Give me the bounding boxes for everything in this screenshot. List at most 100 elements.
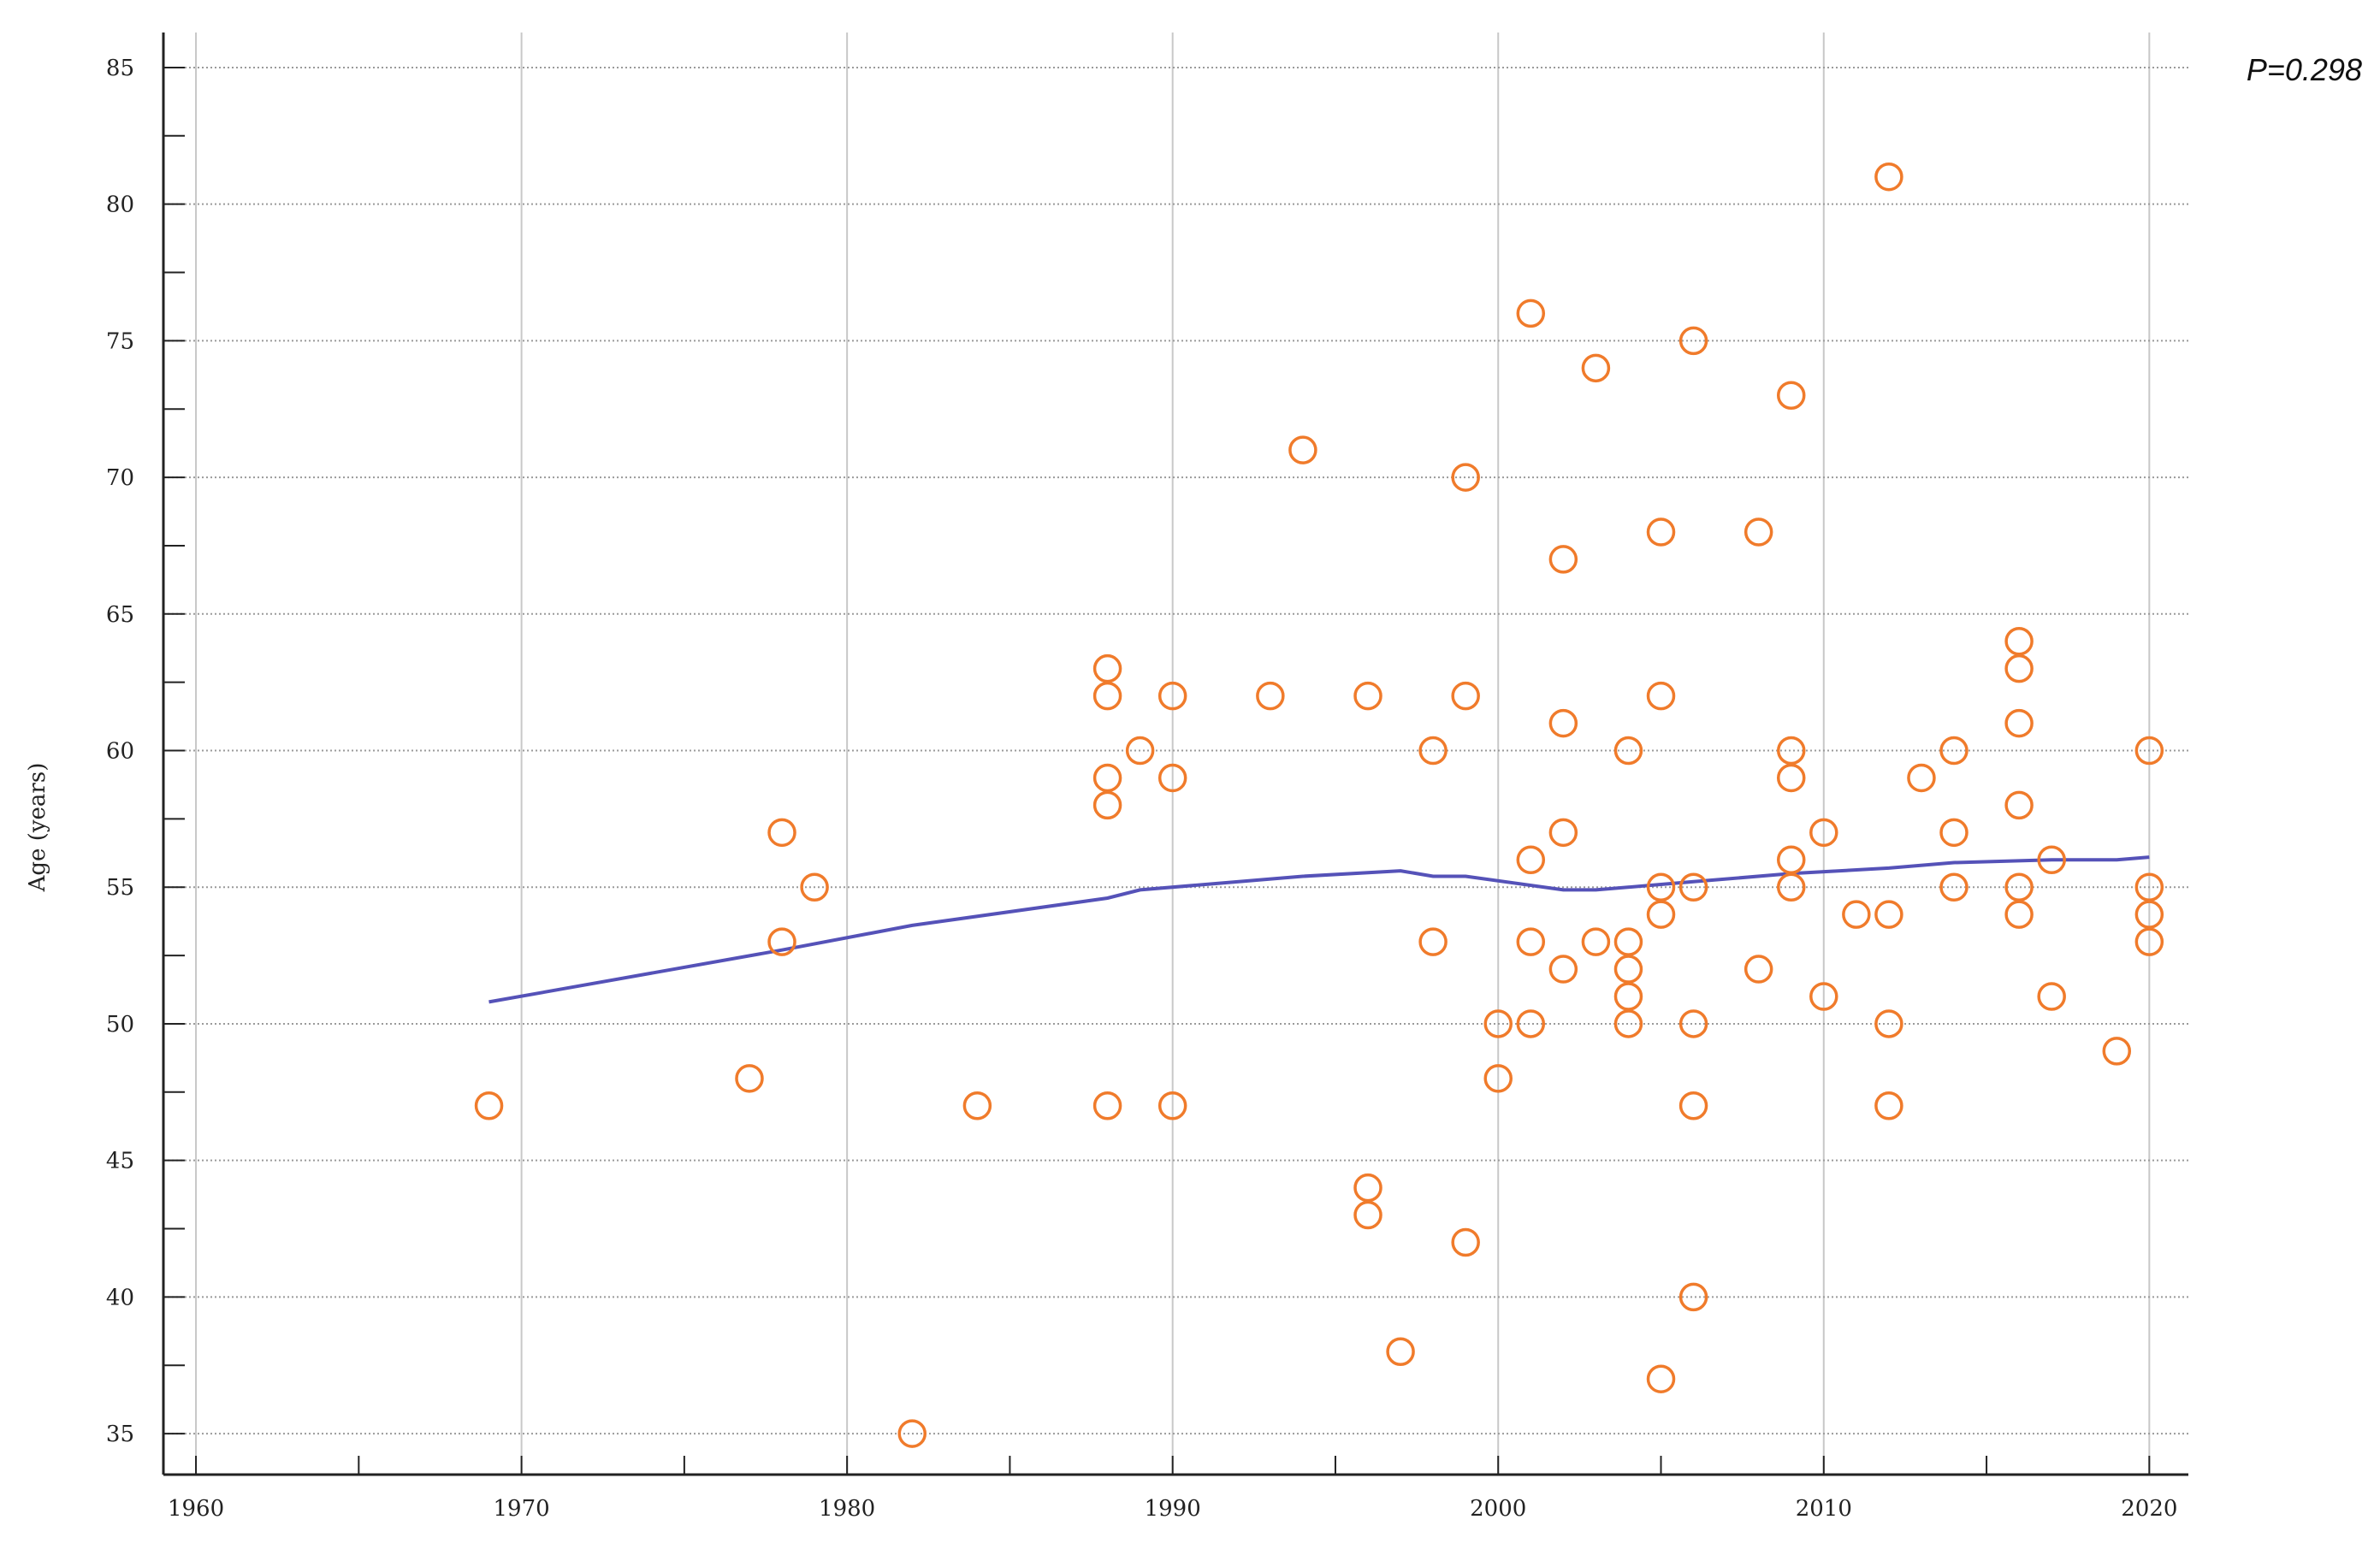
data-point	[1581, 927, 1611, 956]
data-point	[1874, 1091, 1903, 1120]
data-point	[735, 1064, 764, 1093]
data-point	[897, 1419, 927, 1448]
data-point	[1125, 736, 1155, 766]
data-point	[1874, 1009, 1903, 1038]
y-tick-label: 50	[106, 1012, 134, 1038]
data-point	[1874, 162, 1903, 192]
data-point	[1288, 435, 1317, 464]
data-point	[1483, 1064, 1513, 1093]
axes: 35 40 45 50 55 60 65 70 75 80 85 1960 1970 1980 1990 20…	[106, 33, 2188, 1522]
data-point	[1776, 381, 1806, 411]
y-tick-label: 60	[106, 739, 134, 765]
data-point	[1157, 763, 1187, 793]
data-point	[1092, 790, 1122, 820]
data-point	[1353, 1200, 1382, 1230]
data-point	[2102, 1037, 2132, 1066]
data-point	[1678, 1009, 1708, 1038]
data-point	[1451, 463, 1480, 492]
data-point	[1092, 653, 1122, 683]
data-point	[1613, 736, 1643, 766]
data-point	[1092, 681, 1122, 711]
data-point	[1548, 708, 1578, 738]
data-point	[1613, 955, 1643, 984]
data-point	[1157, 1091, 1187, 1120]
data-point	[1646, 517, 1676, 547]
y-tick-label: 65	[106, 602, 134, 628]
data-point	[1809, 818, 1838, 848]
y-tick-label: 40	[106, 1285, 134, 1310]
data-point	[1776, 763, 1806, 793]
data-point	[1548, 545, 1578, 574]
data-point	[1256, 681, 1285, 711]
data-point	[2004, 653, 2034, 683]
y-tick-label: 75	[106, 328, 134, 354]
data-point	[1678, 1091, 1708, 1120]
data-point	[1092, 1091, 1122, 1120]
data-point	[1548, 955, 1578, 984]
x-tick-label: 2020	[2121, 1496, 2177, 1522]
data-point	[1516, 927, 1546, 956]
data-point	[1744, 955, 1773, 984]
x-tick-label: 1970	[494, 1496, 550, 1522]
data-point	[1353, 1173, 1382, 1203]
data-point	[1548, 818, 1578, 848]
data-point	[1646, 872, 1676, 902]
data-point	[1418, 736, 1448, 766]
data-point	[1678, 872, 1708, 902]
data-point	[1874, 900, 1903, 929]
x-tick-label: 2010	[1796, 1496, 1852, 1522]
data-point	[1776, 845, 1806, 875]
data-point	[1092, 763, 1122, 793]
data-point	[1613, 927, 1643, 956]
data-point	[1842, 900, 1871, 929]
data-point	[1907, 763, 1936, 793]
data-point	[2134, 872, 2164, 902]
data-point	[474, 1091, 504, 1120]
data-point	[1939, 736, 1969, 766]
data-point	[1613, 1009, 1643, 1038]
data-point	[2134, 927, 2164, 956]
data-point	[1516, 845, 1546, 875]
data-point	[962, 1091, 992, 1120]
data-point	[2134, 736, 2164, 766]
y-axis-label: Age (years)	[25, 763, 50, 893]
data-point	[1516, 299, 1546, 328]
data-point	[767, 818, 796, 848]
data-point	[1516, 1009, 1546, 1038]
data-point	[2037, 845, 2066, 875]
x-tick-label: 1990	[1145, 1496, 1201, 1522]
x-tick-label: 1980	[819, 1496, 875, 1522]
data-point	[1483, 1009, 1513, 1038]
data-point	[2004, 790, 2034, 820]
data-point	[1678, 1282, 1708, 1312]
data-point	[2004, 900, 2034, 929]
data-point	[1613, 982, 1643, 1011]
data-point	[1646, 900, 1676, 929]
y-tick-label: 70	[106, 465, 134, 491]
data-point	[1646, 1364, 1676, 1393]
data-point	[1776, 736, 1806, 766]
data-point	[1939, 818, 1969, 848]
data-point	[1678, 326, 1708, 356]
y-tick-label: 55	[106, 875, 134, 901]
data-point	[1451, 681, 1480, 711]
data-point	[1581, 353, 1611, 383]
p-value-annotation: P=0.298	[2247, 52, 2362, 87]
data-point	[2004, 708, 2034, 738]
y-tick-label: 85	[106, 56, 134, 81]
data-point	[1776, 872, 1806, 902]
data-point	[1386, 1337, 1415, 1367]
x-tick-label: 2000	[1470, 1496, 1526, 1522]
grid	[163, 33, 2188, 1475]
y-tick-label: 45	[106, 1149, 134, 1174]
data-point	[1353, 681, 1382, 711]
data-point	[800, 872, 829, 902]
y-tick-label: 80	[106, 192, 134, 218]
data-point	[2037, 982, 2066, 1011]
data-point	[1451, 1227, 1480, 1257]
trend-line	[488, 855, 2150, 1004]
data-point	[1744, 517, 1773, 547]
data-point	[1646, 681, 1676, 711]
data-point	[1157, 681, 1187, 711]
